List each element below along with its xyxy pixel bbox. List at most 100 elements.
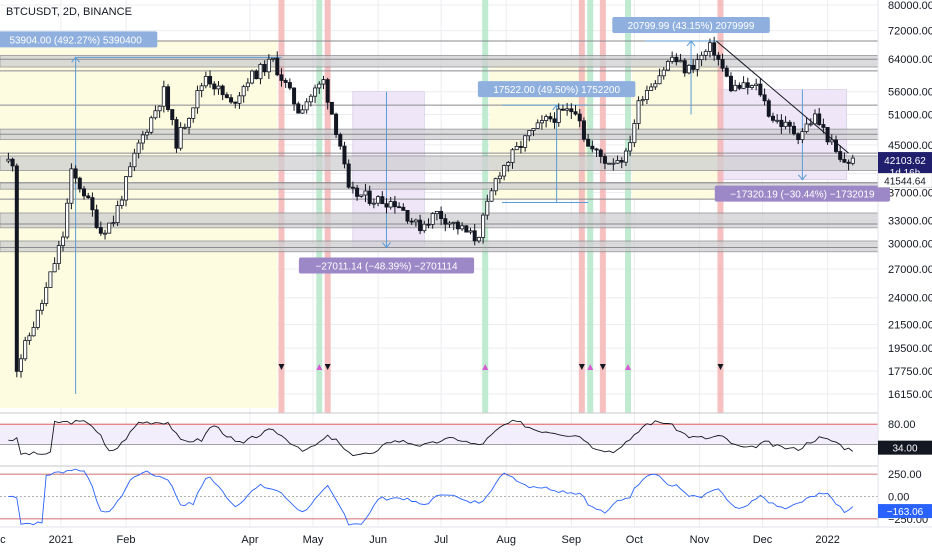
- candle-bullish[interactable]: [447, 222, 452, 225]
- candle-bullish[interactable]: [661, 69, 666, 77]
- candle-bearish[interactable]: [229, 97, 234, 103]
- candle-bullish[interactable]: [644, 90, 649, 100]
- candle-bearish[interactable]: [98, 227, 103, 234]
- candle-bullish[interactable]: [140, 134, 145, 144]
- cci-line[interactable]: [8, 468, 854, 526]
- candle-bullish[interactable]: [40, 303, 45, 311]
- candle-bearish[interactable]: [472, 230, 477, 242]
- candle-bullish[interactable]: [35, 309, 40, 328]
- candle-bullish[interactable]: [615, 160, 620, 164]
- candle-bullish[interactable]: [203, 75, 208, 87]
- candle-bullish[interactable]: [502, 165, 507, 177]
- candle-bullish[interactable]: [61, 236, 66, 246]
- candle-bullish[interactable]: [544, 116, 549, 121]
- candle-bullish[interactable]: [523, 135, 528, 148]
- candle-bullish[interactable]: [800, 131, 805, 141]
- candle-bearish[interactable]: [586, 138, 591, 147]
- candle-bullish[interactable]: [632, 123, 637, 144]
- candle-bearish[interactable]: [350, 186, 355, 189]
- candle-bullish[interactable]: [804, 123, 809, 132]
- candle-bearish[interactable]: [581, 120, 586, 140]
- candle-bearish[interactable]: [716, 54, 721, 60]
- candle-bullish[interactable]: [607, 162, 612, 165]
- candle-bullish[interactable]: [241, 86, 246, 97]
- candle-bullish[interactable]: [136, 142, 141, 154]
- candle-bullish[interactable]: [775, 119, 780, 122]
- candle-bullish[interactable]: [565, 108, 570, 111]
- candle-bearish[interactable]: [94, 209, 99, 228]
- candle-bullish[interactable]: [653, 83, 658, 88]
- candle-bearish[interactable]: [262, 64, 267, 73]
- candle-bearish[interactable]: [682, 60, 687, 74]
- candle-bearish[interactable]: [518, 145, 523, 148]
- candle-bearish[interactable]: [598, 149, 603, 157]
- candle-bearish[interactable]: [275, 57, 280, 76]
- candle-bearish[interactable]: [838, 151, 843, 160]
- candle-bullish[interactable]: [623, 150, 628, 163]
- candle-bearish[interactable]: [82, 188, 87, 197]
- candle-bullish[interactable]: [119, 199, 124, 206]
- candle-bullish[interactable]: [191, 107, 196, 119]
- candle-bullish[interactable]: [187, 118, 192, 128]
- rsi-panel[interactable]: [0, 419, 878, 457]
- candle-bearish[interactable]: [590, 145, 595, 150]
- candle-bearish[interactable]: [77, 177, 82, 190]
- candle-bullish[interactable]: [665, 61, 670, 71]
- candle-bearish[interactable]: [791, 125, 796, 135]
- candle-bullish[interactable]: [304, 101, 309, 111]
- candle-bearish[interactable]: [392, 201, 397, 208]
- candle-bearish[interactable]: [418, 219, 423, 232]
- candle-bearish[interactable]: [296, 103, 301, 114]
- candle-bullish[interactable]: [510, 149, 515, 163]
- trendline[interactable]: [715, 40, 849, 154]
- candle-bearish[interactable]: [355, 187, 360, 197]
- candle-bearish[interactable]: [842, 159, 847, 163]
- candle-bullish[interactable]: [250, 70, 255, 84]
- candle-bullish[interactable]: [636, 100, 641, 124]
- candle-bullish[interactable]: [460, 225, 465, 230]
- candle-bearish[interactable]: [283, 80, 288, 83]
- candle-bearish[interactable]: [712, 42, 717, 56]
- candle-bullish[interactable]: [300, 109, 305, 114]
- candle-bearish[interactable]: [170, 109, 175, 120]
- candle-bullish[interactable]: [56, 245, 61, 264]
- candle-bullish[interactable]: [485, 200, 490, 216]
- candle-bullish[interactable]: [258, 64, 263, 80]
- candle-bearish[interactable]: [287, 82, 292, 89]
- candle-bearish[interactable]: [766, 100, 771, 117]
- candle-bearish[interactable]: [787, 121, 792, 127]
- trendline-layer[interactable]: [715, 40, 849, 154]
- candle-bullish[interactable]: [489, 190, 494, 202]
- candle-bullish[interactable]: [69, 168, 74, 204]
- candle-bullish[interactable]: [182, 126, 187, 129]
- candle-bullish[interactable]: [678, 60, 683, 63]
- candle-bearish[interactable]: [796, 133, 801, 141]
- candle-bearish[interactable]: [279, 74, 284, 81]
- candle-bearish[interactable]: [325, 79, 330, 103]
- candle-bullish[interactable]: [422, 223, 427, 232]
- candle-bullish[interactable]: [317, 83, 322, 89]
- candle-bullish[interactable]: [376, 196, 381, 204]
- candles-layer[interactable]: [6, 36, 855, 378]
- candle-bullish[interactable]: [149, 117, 154, 133]
- candle-bullish[interactable]: [157, 105, 162, 112]
- candle-bearish[interactable]: [208, 75, 213, 85]
- candle-bullish[interactable]: [434, 210, 439, 215]
- candle-bearish[interactable]: [220, 85, 225, 96]
- candle-bearish[interactable]: [552, 118, 557, 123]
- candle-bearish[interactable]: [728, 75, 733, 92]
- candle-bullish[interactable]: [48, 271, 53, 288]
- candle-bullish[interactable]: [657, 75, 662, 85]
- candle-bullish[interactable]: [178, 127, 183, 149]
- candle-bullish[interactable]: [371, 202, 376, 205]
- cci-panel[interactable]: [0, 468, 878, 526]
- candle-bullish[interactable]: [271, 57, 276, 60]
- candle-bearish[interactable]: [770, 115, 775, 121]
- candle-bearish[interactable]: [73, 168, 78, 179]
- candle-bearish[interactable]: [10, 158, 15, 167]
- candle-bullish[interactable]: [124, 176, 129, 201]
- candle-bullish[interactable]: [65, 202, 70, 238]
- candle-bullish[interactable]: [115, 205, 120, 223]
- candle-bearish[interactable]: [569, 108, 574, 113]
- candle-bullish[interactable]: [308, 95, 313, 103]
